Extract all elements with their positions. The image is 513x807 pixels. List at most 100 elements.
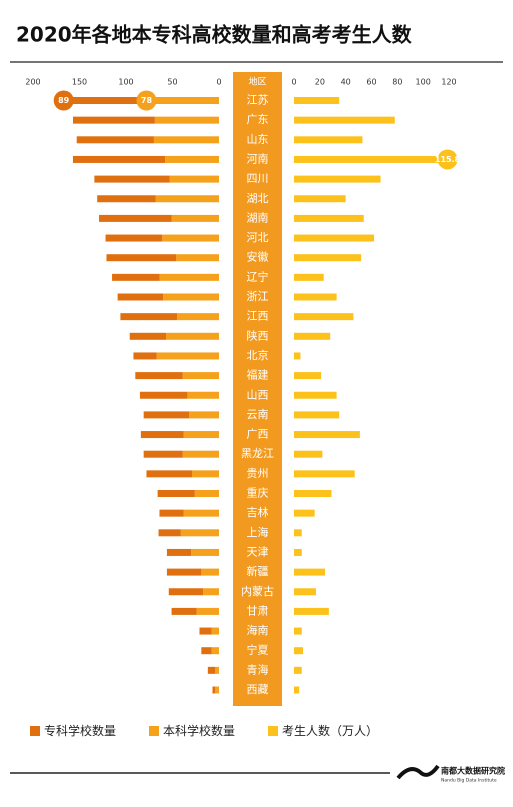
x2-tick-label: 80 (392, 78, 402, 87)
bar-segment (97, 195, 156, 203)
x2-tick-label: 40 (341, 78, 351, 87)
bar (294, 588, 316, 596)
bar (294, 450, 323, 458)
bar-segment (177, 313, 219, 321)
value-label-badge (437, 149, 458, 170)
category-label: 新疆 (247, 564, 269, 578)
bar-segment (76, 136, 154, 144)
category-label: 宁夏 (247, 643, 269, 657)
bar (294, 470, 355, 478)
bar (294, 234, 375, 242)
bar (294, 647, 304, 655)
logo (396, 764, 440, 780)
bar-segment (143, 450, 183, 458)
category-label: 天津 (247, 545, 269, 558)
bar (294, 627, 302, 635)
category-label: 湖南 (247, 211, 269, 224)
bar-segment (176, 254, 219, 262)
x2-tick-label: 120 (441, 78, 456, 87)
category-label: 四川 (247, 172, 269, 185)
bar-segment (183, 431, 219, 439)
value-label-badge (53, 90, 74, 111)
bar-segment (166, 548, 192, 556)
bar-segment (157, 490, 195, 497)
category-header: 地区 (248, 76, 266, 88)
bar-segment (72, 116, 155, 124)
category-label: 山东 (247, 133, 269, 146)
legend-swatch (149, 726, 159, 736)
bar-segment (215, 666, 219, 674)
category-label: 江西 (247, 310, 269, 323)
bar-segment (120, 313, 178, 321)
bar-segment (201, 568, 219, 576)
bar-segment (192, 470, 219, 478)
bar (294, 116, 395, 124)
category-label: 北京 (247, 348, 269, 362)
bar-segment (155, 195, 219, 203)
category-label: 河南 (247, 152, 269, 165)
bar-segment (189, 411, 219, 419)
bar-segment (143, 411, 190, 419)
value-label: 89 (58, 96, 70, 105)
bar (294, 548, 302, 556)
bar-segment (168, 588, 204, 596)
x-tick-label: 0 (216, 78, 221, 87)
bar-segment (158, 529, 181, 537)
bar-segment (133, 352, 157, 360)
bar-segment (146, 97, 219, 104)
bar-segment (159, 509, 184, 517)
x-tick-label: 50 (167, 78, 177, 87)
x2-tick-label: 60 (366, 78, 376, 87)
bar (294, 490, 332, 497)
bar-segment (212, 686, 216, 694)
bar-segment (187, 391, 219, 399)
category-label: 湖北 (247, 192, 269, 205)
x-tick-label: 200 (25, 78, 40, 87)
legend-label: 考生人数（万人） (282, 723, 378, 738)
bar-segment (201, 647, 212, 655)
bar (294, 391, 337, 399)
legend-swatch (268, 726, 278, 736)
bar-segment (194, 490, 219, 497)
bar (294, 332, 331, 340)
bar-segment (211, 627, 219, 635)
bar-segment (171, 607, 197, 615)
category-label: 甘肃 (247, 604, 269, 617)
bar-segment (182, 450, 219, 458)
bar-segment (163, 293, 219, 301)
value-label: 78 (141, 96, 153, 105)
bar-segment (215, 686, 219, 694)
category-label: 江苏 (247, 94, 269, 107)
bar (294, 214, 364, 222)
category-label: 云南 (247, 408, 269, 421)
bar (294, 254, 362, 262)
category-label: 陕西 (247, 328, 269, 342)
category-label: 青海 (247, 662, 269, 676)
bar-segment (94, 175, 170, 183)
bar-segment (146, 470, 193, 478)
bar (294, 529, 302, 537)
bar (294, 97, 340, 104)
bar-segment (166, 568, 202, 576)
bar-segment (207, 666, 216, 674)
bar-segment (139, 391, 188, 399)
category-label: 西藏 (247, 683, 269, 696)
bar-segment (180, 529, 219, 537)
bar-segment (99, 214, 172, 222)
x2-tick-label: 0 (291, 78, 296, 87)
bar-segment (117, 293, 164, 301)
bar (294, 686, 300, 694)
category-label: 广东 (247, 113, 269, 126)
bar-segment (196, 607, 219, 615)
bar-segment (156, 352, 219, 360)
brand-name: 南都大数据研究院 (441, 766, 505, 776)
bar-segment (191, 548, 219, 556)
bar (294, 352, 301, 360)
bar-segment (105, 234, 163, 242)
bar-segment (72, 155, 166, 163)
bar-segment (182, 372, 219, 380)
brand-subtitle: Nandu Big Data Institute (441, 778, 497, 784)
bar (294, 155, 444, 163)
bar-segment (211, 647, 219, 655)
